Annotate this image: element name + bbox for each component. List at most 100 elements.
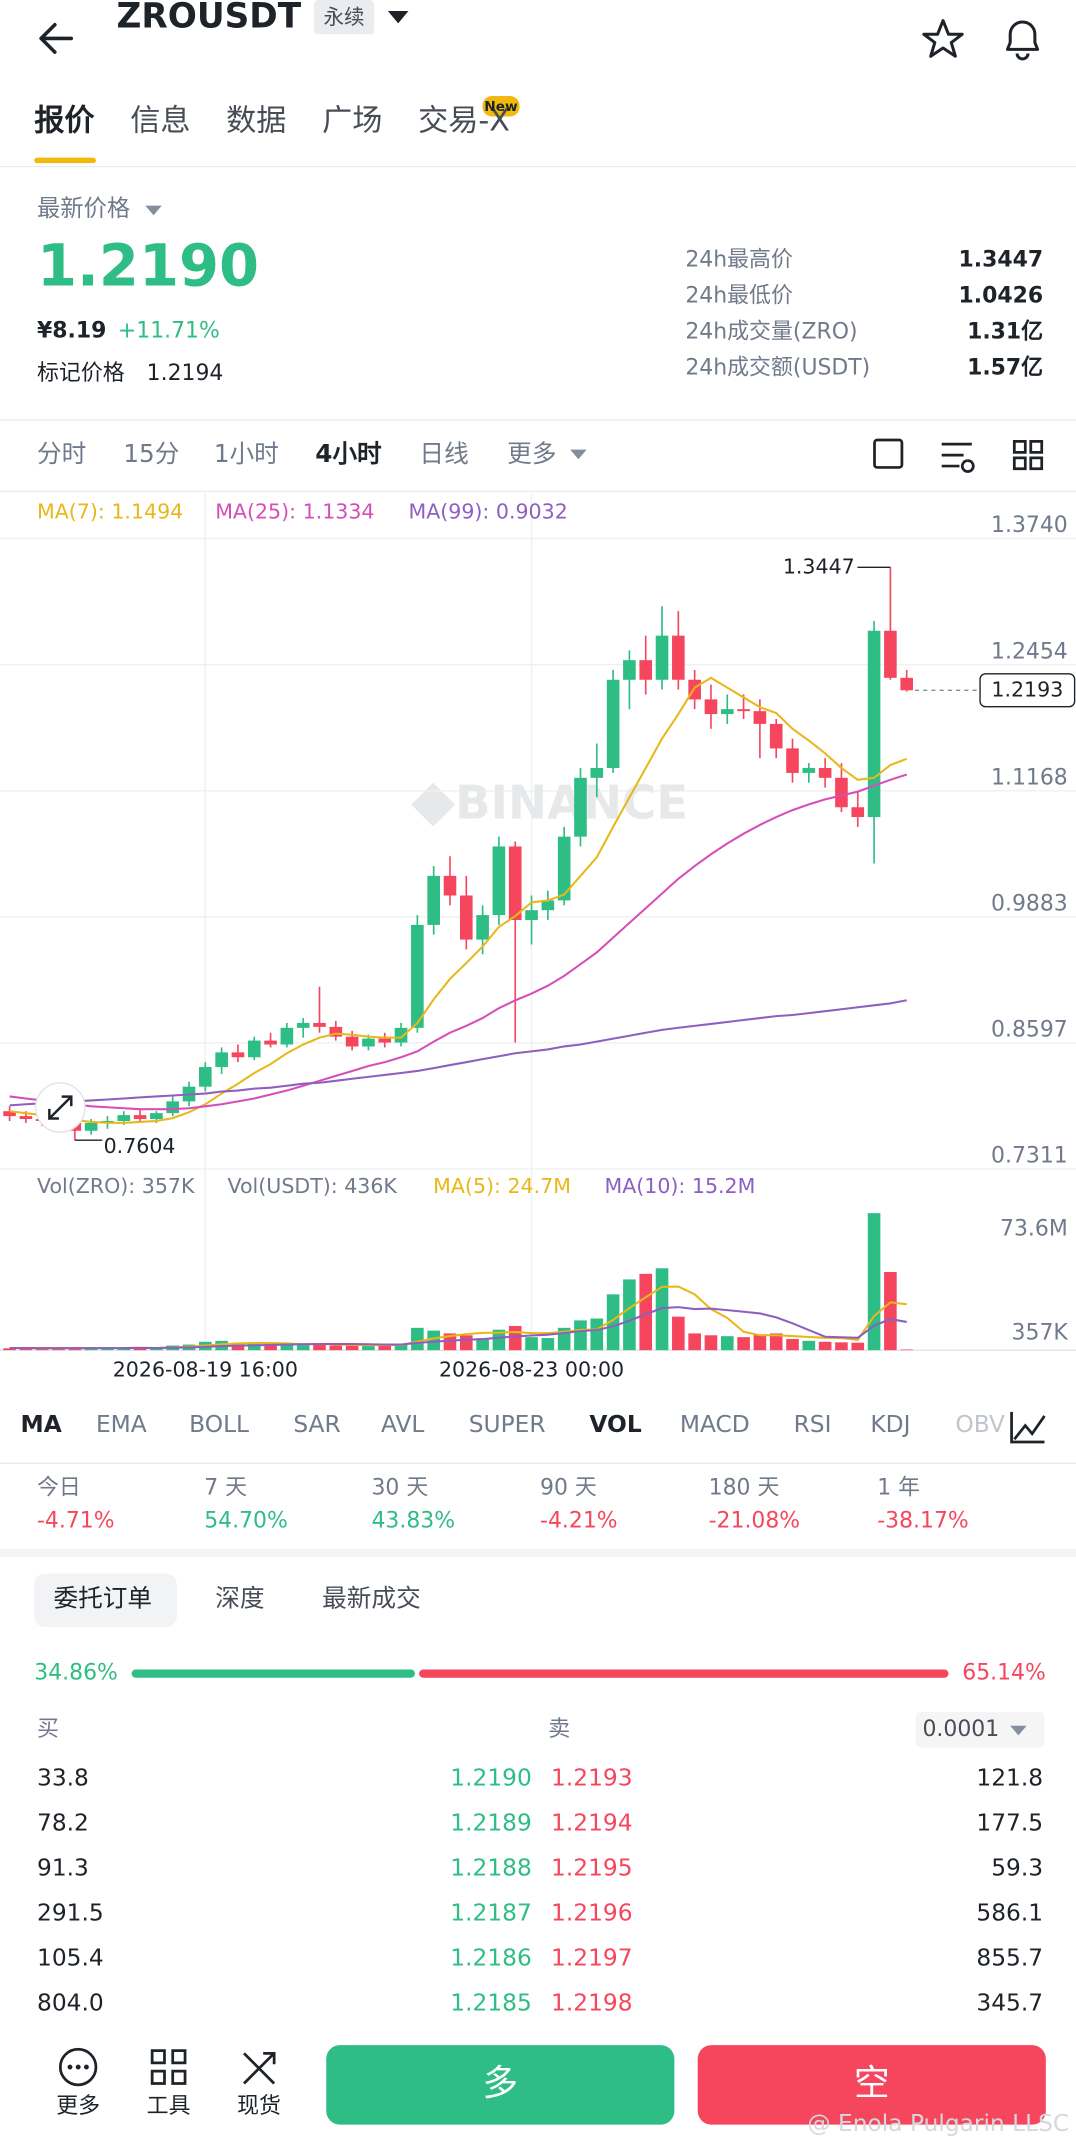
- nav-tab[interactable]: 信息: [130, 104, 190, 139]
- ma-line: [9, 999, 907, 1107]
- nav-tab[interactable]: 数据: [226, 104, 286, 139]
- nav-tab[interactable]: 报价: [34, 104, 95, 139]
- cny-price: ¥8.19: [37, 319, 106, 344]
- indicator-tab[interactable]: BOLL: [189, 1411, 249, 1438]
- volume-bar: [150, 1347, 163, 1351]
- ask-price: 1.2196: [551, 1900, 633, 1927]
- indicator-tab[interactable]: VOL: [589, 1411, 641, 1438]
- volume-bar: [688, 1333, 701, 1351]
- volume-bar: [786, 1338, 799, 1351]
- spot-icon[interactable]: [243, 2051, 276, 2085]
- indicator-tab[interactable]: MACD: [680, 1411, 750, 1438]
- volume-label: Vol(ZRO): 357K: [37, 1174, 195, 1198]
- nav-tab[interactable]: 交易-X: [418, 104, 510, 139]
- candle-body: [296, 1022, 310, 1028]
- short-label[interactable]: 空: [854, 2063, 890, 2104]
- volume-bar: [802, 1340, 816, 1351]
- interval-tab[interactable]: 更多: [507, 439, 556, 468]
- volume-tick-label: 73.6M: [1000, 1217, 1068, 1242]
- volume-bar: [867, 1213, 881, 1351]
- book-tab[interactable]: 最新成交: [322, 1584, 421, 1613]
- bid-price: 1.2185: [450, 1989, 532, 2016]
- interval-tab[interactable]: 日线: [419, 439, 468, 468]
- volume-bar: [296, 1344, 310, 1351]
- ma-line: [9, 773, 908, 1111]
- legend-entry: MA(7): 1.1494: [37, 500, 183, 524]
- long-label[interactable]: 多: [482, 2063, 518, 2104]
- watermark: BINANCE: [455, 776, 688, 830]
- candle-body: [590, 768, 604, 778]
- volume-bar: [394, 1343, 408, 1351]
- indicator-tab[interactable]: SUPER: [469, 1411, 546, 1438]
- book-tab[interactable]: 深度: [215, 1584, 264, 1613]
- candle-body: [623, 660, 636, 680]
- interval-tab[interactable]: 分时: [37, 439, 86, 468]
- candle-body: [753, 711, 767, 724]
- indicator-tab[interactable]: AVL: [381, 1411, 424, 1438]
- tools-icon[interactable]: [150, 2049, 187, 2085]
- buy-header: 买: [37, 1717, 59, 1742]
- price-dropdown[interactable]: [145, 205, 162, 216]
- stat-label: 24h成交量(ZRO): [685, 320, 857, 345]
- volume-ma-line: [9, 1306, 907, 1350]
- volume-bar: [720, 1336, 734, 1351]
- period-label: 今日: [37, 1476, 81, 1501]
- volume-bar: [525, 1337, 538, 1351]
- indicator-tab[interactable]: OBV: [955, 1411, 1005, 1438]
- action-label[interactable]: 现货: [237, 2094, 281, 2119]
- high-label: 1.3447: [783, 554, 855, 578]
- indicator-tab[interactable]: EMA: [96, 1411, 147, 1438]
- symbol-dropdown[interactable]: [387, 10, 409, 24]
- indicator-tab[interactable]: KDJ: [870, 1411, 910, 1438]
- more-dropdown[interactable]: [570, 449, 587, 460]
- indicator-settings-icon[interactable]: [1010, 1411, 1046, 1444]
- watermark-logo: [411, 782, 456, 827]
- fullscreen-icon[interactable]: [873, 438, 904, 469]
- more-icon[interactable]: [58, 2047, 98, 2087]
- volume-bar: [623, 1279, 636, 1351]
- stat-value: 1.3447: [958, 247, 1043, 272]
- volume-bar: [117, 1348, 131, 1351]
- volume-bar: [411, 1327, 424, 1351]
- candle-body: [557, 836, 571, 901]
- favorite-icon[interactable]: [922, 19, 964, 58]
- indicator-tab[interactable]: SAR: [293, 1411, 340, 1438]
- indicator-tab[interactable]: MA: [21, 1411, 62, 1438]
- indicator-tab[interactable]: RSI: [794, 1411, 832, 1438]
- alert-icon[interactable]: [1005, 20, 1040, 61]
- short-button[interactable]: [697, 2045, 1046, 2125]
- x-tick-label: 2026-08-19 16:00: [113, 1358, 298, 1382]
- contract-badge: 永续: [323, 5, 364, 29]
- back-button[interactable]: [39, 22, 74, 54]
- candle-body: [411, 924, 424, 1028]
- bid-price: 1.2189: [450, 1810, 532, 1837]
- candle-body: [19, 1116, 33, 1120]
- volume-bar: [672, 1316, 685, 1351]
- candle-body: [884, 630, 897, 678]
- stat-value: 1.31亿: [967, 320, 1043, 345]
- ask-quantity: 586.1: [976, 1900, 1043, 1927]
- interval-tab[interactable]: 1小时: [214, 439, 279, 468]
- precision-value: 0.0001: [922, 1717, 999, 1742]
- volume-bar: [427, 1330, 440, 1351]
- precision-box[interactable]: [915, 1712, 1045, 1748]
- settings-icon[interactable]: [941, 442, 975, 473]
- book-tab[interactable]: 委托订单: [53, 1584, 152, 1613]
- bid-price: 1.2186: [450, 1945, 532, 1972]
- long-button[interactable]: [326, 2045, 675, 2125]
- period-label: 90 天: [540, 1476, 597, 1501]
- mark-label: 标记价格: [37, 361, 125, 386]
- stat-label: 24h最低价: [685, 284, 793, 309]
- layout-icon[interactable]: [1012, 440, 1044, 471]
- candle-body: [247, 1040, 261, 1058]
- section-gap: [0, 1548, 1076, 1558]
- nav-tab[interactable]: 广场: [322, 104, 382, 139]
- interval-tab[interactable]: 15分: [123, 439, 179, 468]
- interval-tab[interactable]: 4小时: [315, 439, 382, 468]
- divider: [0, 165, 1076, 168]
- action-label[interactable]: 更多: [56, 2094, 100, 2119]
- action-label[interactable]: 工具: [147, 2094, 191, 2119]
- mark-price: 1.2194: [147, 361, 224, 386]
- period-change: -21.08%: [709, 1509, 801, 1534]
- candle-body: [492, 846, 506, 916]
